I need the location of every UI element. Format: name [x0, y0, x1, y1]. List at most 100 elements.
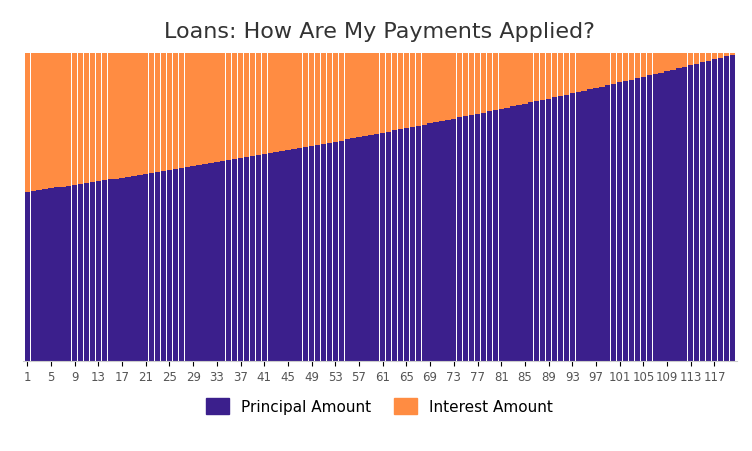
- Bar: [120, 54, 125, 178]
- Bar: [682, 54, 687, 68]
- Bar: [60, 54, 65, 187]
- Bar: [475, 115, 481, 361]
- Bar: [338, 141, 344, 361]
- Bar: [665, 54, 670, 72]
- Bar: [315, 146, 320, 361]
- Bar: [78, 54, 83, 184]
- Bar: [332, 54, 338, 143]
- Bar: [540, 101, 545, 361]
- Bar: [487, 112, 492, 361]
- Bar: [108, 54, 113, 180]
- Bar: [114, 54, 119, 179]
- Bar: [593, 89, 599, 361]
- Bar: [78, 184, 83, 361]
- Bar: [250, 157, 255, 361]
- Bar: [451, 120, 456, 361]
- Title: Loans: How Are My Payments Applied?: Loans: How Are My Payments Applied?: [165, 22, 595, 41]
- Bar: [398, 130, 403, 361]
- Bar: [262, 155, 267, 361]
- Bar: [214, 54, 220, 163]
- Bar: [653, 75, 658, 361]
- Bar: [196, 166, 202, 361]
- Bar: [208, 164, 214, 361]
- Bar: [463, 54, 468, 117]
- Bar: [196, 54, 202, 166]
- Bar: [723, 54, 729, 57]
- Bar: [380, 54, 385, 133]
- Bar: [226, 161, 232, 361]
- Bar: [285, 151, 290, 361]
- Bar: [416, 127, 421, 361]
- Bar: [717, 54, 723, 59]
- Bar: [499, 54, 504, 110]
- Bar: [599, 54, 605, 87]
- Bar: [214, 163, 220, 361]
- Bar: [274, 153, 279, 361]
- Bar: [374, 54, 380, 134]
- Bar: [522, 105, 528, 361]
- Bar: [659, 54, 664, 74]
- Bar: [167, 171, 172, 361]
- Bar: [469, 116, 475, 361]
- Bar: [321, 54, 326, 144]
- Bar: [706, 62, 711, 361]
- Bar: [321, 144, 326, 361]
- Bar: [291, 54, 296, 150]
- Bar: [60, 187, 65, 361]
- Bar: [433, 54, 438, 123]
- Bar: [457, 54, 462, 118]
- Bar: [635, 79, 640, 361]
- Bar: [42, 54, 47, 190]
- Bar: [31, 191, 36, 361]
- Bar: [137, 54, 143, 175]
- Bar: [487, 54, 492, 112]
- Bar: [179, 54, 184, 169]
- Bar: [167, 54, 172, 171]
- Bar: [161, 172, 166, 361]
- Bar: [505, 108, 510, 361]
- Bar: [659, 74, 664, 361]
- Bar: [386, 54, 391, 132]
- Bar: [72, 185, 77, 361]
- Bar: [102, 181, 107, 361]
- Bar: [338, 54, 344, 141]
- Bar: [451, 54, 456, 120]
- Bar: [398, 54, 403, 130]
- Bar: [303, 148, 308, 361]
- Bar: [653, 54, 658, 75]
- Bar: [427, 54, 433, 124]
- Bar: [368, 54, 374, 136]
- Bar: [380, 133, 385, 361]
- Bar: [392, 131, 397, 361]
- Bar: [250, 54, 255, 157]
- Bar: [291, 150, 296, 361]
- Bar: [729, 55, 735, 361]
- Bar: [238, 54, 243, 159]
- Bar: [552, 98, 557, 361]
- Bar: [161, 54, 166, 172]
- Bar: [72, 54, 77, 185]
- Bar: [155, 173, 160, 361]
- Bar: [309, 54, 314, 147]
- Bar: [279, 152, 285, 361]
- Bar: [220, 54, 226, 162]
- Bar: [647, 76, 652, 361]
- Bar: [511, 107, 516, 361]
- Bar: [143, 54, 148, 175]
- Bar: [422, 54, 427, 125]
- Bar: [208, 54, 214, 164]
- Bar: [350, 54, 356, 139]
- Bar: [558, 54, 563, 97]
- Bar: [605, 86, 611, 361]
- Bar: [647, 54, 652, 76]
- Bar: [587, 54, 593, 90]
- Bar: [89, 183, 95, 361]
- Bar: [84, 54, 89, 184]
- Bar: [108, 180, 113, 361]
- Legend: Principal Amount, Interest Amount: Principal Amount, Interest Amount: [200, 392, 559, 421]
- Bar: [297, 54, 302, 149]
- Bar: [392, 54, 397, 131]
- Bar: [54, 54, 59, 188]
- Bar: [463, 117, 468, 361]
- Bar: [326, 54, 332, 143]
